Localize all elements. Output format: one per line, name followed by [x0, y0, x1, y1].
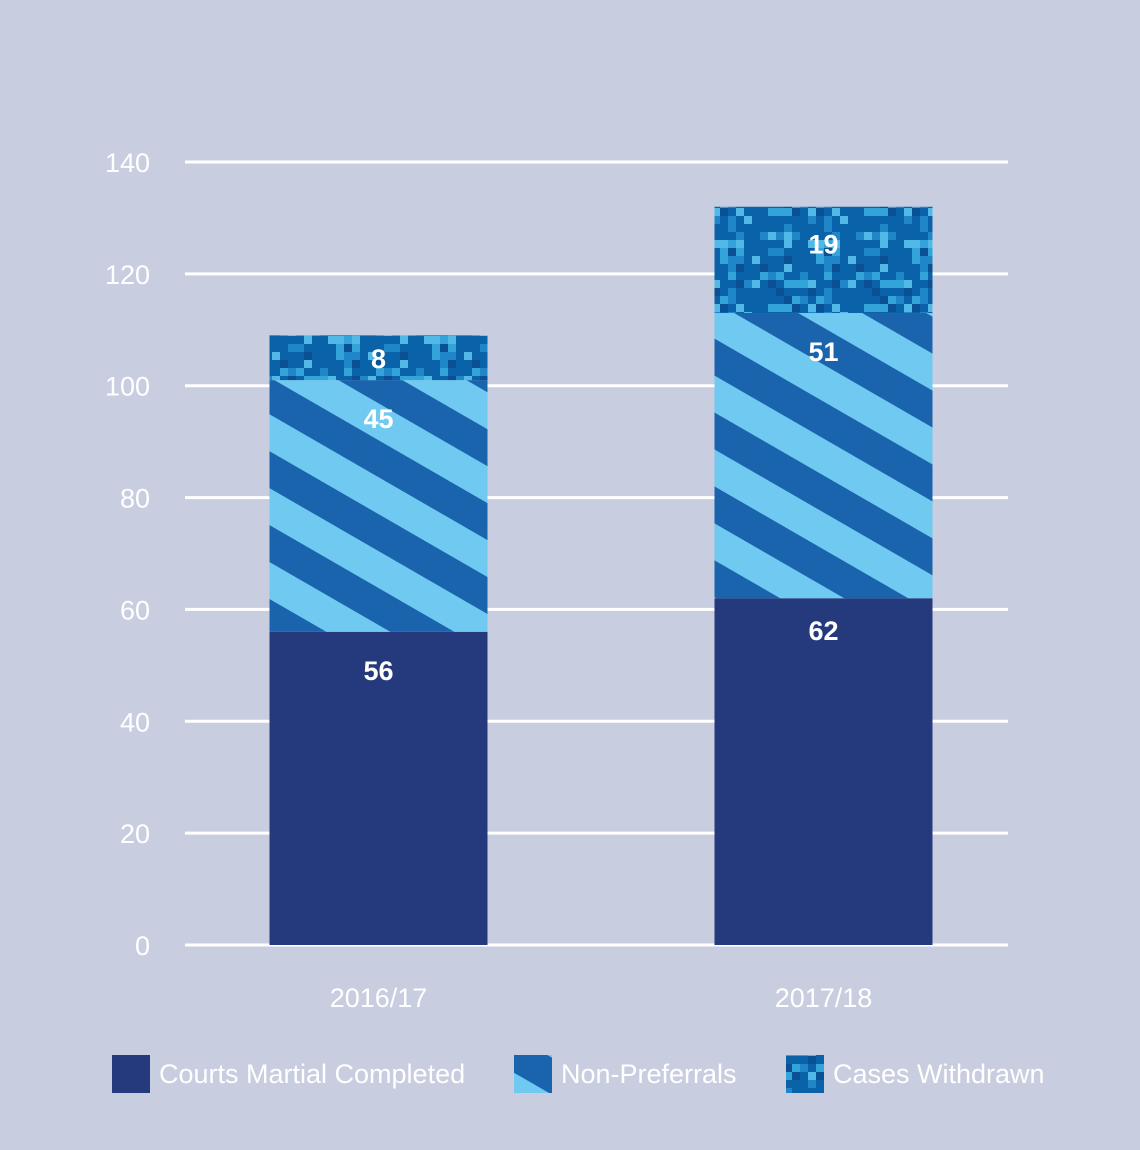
data-label: 62: [808, 616, 838, 646]
data-label: 51: [808, 337, 838, 367]
legend-swatch: [112, 1055, 150, 1093]
legend-item: Courts Martial Completed: [112, 1055, 465, 1093]
y-tick-label: 0: [135, 931, 150, 961]
legend-item: Non-Preferrals: [514, 1055, 737, 1093]
bar-segment-cases-withdrawn: [714, 206, 933, 314]
bar-segment-courts-martial-completed: [269, 631, 488, 945]
legend-label: Non-Preferrals: [561, 1059, 737, 1089]
y-tick-label: 40: [120, 707, 150, 737]
x-axis-categories: 2016/17 2017/18: [330, 983, 873, 1013]
legend: Courts Martial Completed Non-Preferrals Ca…: [112, 1055, 1045, 1093]
bars: [269, 206, 933, 945]
y-tick-label: 100: [105, 372, 150, 402]
y-tick-label: 140: [105, 148, 150, 178]
data-label: 56: [363, 656, 393, 686]
bar-segment-cases-withdrawn: [269, 335, 488, 381]
bar-segment-non-preferrals: [714, 313, 933, 599]
y-tick-label: 60: [120, 595, 150, 625]
legend-item: Cases Withdrawn: [786, 1055, 1045, 1093]
legend-label: Cases Withdrawn: [833, 1059, 1045, 1089]
x-category-label: 2017/18: [775, 983, 873, 1013]
legend-label: Courts Martial Completed: [159, 1059, 465, 1089]
x-category-label: 2016/17: [330, 983, 428, 1013]
data-label: 8: [371, 344, 386, 374]
legend-swatch: [786, 1055, 824, 1093]
data-label: 19: [808, 230, 838, 260]
y-tick-label: 20: [120, 819, 150, 849]
bar-segment-non-preferrals: [269, 380, 488, 632]
legend-swatch: [514, 1055, 552, 1093]
y-tick-label: 120: [105, 260, 150, 290]
y-tick-label: 80: [120, 484, 150, 514]
data-labels: 56 45 8 62 51 19: [363, 230, 838, 686]
y-axis-ticks: 0 20 40 60 80 100 120 140: [105, 148, 150, 961]
data-label: 45: [363, 404, 393, 434]
bar-segment-courts-martial-completed: [714, 598, 933, 945]
